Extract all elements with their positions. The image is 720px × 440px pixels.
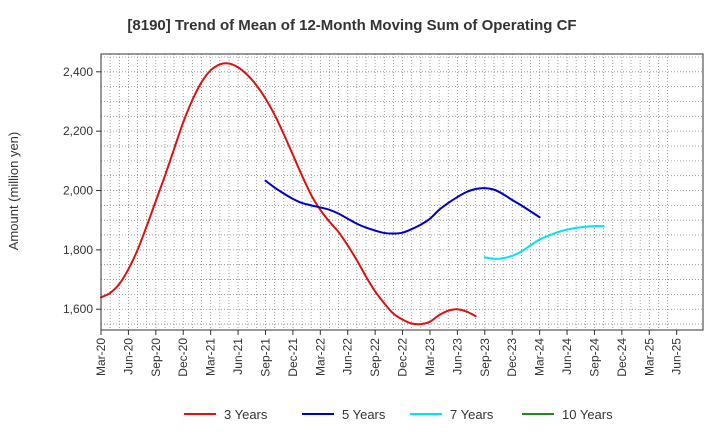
series-line-3-years [100,62,477,326]
y-tick-label: 1,800 [63,243,93,257]
x-tick-label: Sep-20 [149,338,163,377]
series-line-5-years [264,179,541,235]
x-tick-label: Dec-21 [286,338,300,377]
x-tick-label: Jun-23 [450,338,464,375]
legend-label-7-years: 7 Years [450,407,494,422]
series-lines [100,62,605,326]
x-tick-label: Mar-21 [204,338,218,376]
x-tick-label: Mar-22 [313,338,327,376]
legend-label-3-years: 3 Years [224,407,268,422]
x-tick-label: Sep-21 [258,338,272,377]
y-tick-label: 2,000 [63,184,93,198]
x-tick-label: Mar-20 [94,338,108,376]
x-tick-label: Dec-23 [505,338,519,377]
x-tick-label: Dec-22 [396,338,410,377]
y-tick-label: 1,600 [63,302,93,316]
x-tick-label: Jun-21 [231,338,245,375]
chart-title: [8190] Trend of Mean of 12-Month Moving … [127,17,576,34]
x-tick-label: Dec-24 [615,338,629,377]
x-tick-label: Sep-24 [587,338,601,377]
y-tick-label: 2,400 [63,65,93,79]
x-tick-label: Sep-22 [368,338,382,377]
y-axis-label: Amount (million yen) [6,132,21,251]
x-axis-ticks: Mar-20 Jun-20 Sep-20 Dec-20 Mar-21 Jun-21 Sep-… [94,330,684,377]
x-tick-label: Jun-25 [670,338,684,375]
legend-label-10-years: 10 Years [562,407,613,422]
series-line-7-years [483,225,605,260]
x-tick-label: Jun-24 [560,338,574,375]
x-tick-label: Dec-20 [176,338,190,377]
x-tick-label: Sep-23 [478,338,492,377]
x-tick-label: Mar-24 [533,338,547,376]
x-tick-label: Mar-23 [423,338,437,376]
plot-area [100,53,704,331]
x-tick-label: Jun-20 [121,338,135,375]
legend: 3 Years 5 Years 7 Years 10 Years [184,407,613,422]
grid-lines [101,54,703,330]
y-tick-label: 2,200 [63,124,93,138]
x-tick-label: Jun-22 [341,338,355,375]
plot-border [100,53,704,331]
legend-label-5-years: 5 Years [342,407,386,422]
y-axis-ticks: 1,600 1,800 2,000 2,200 2,400 [63,65,101,316]
x-tick-label: Mar-25 [642,338,656,376]
